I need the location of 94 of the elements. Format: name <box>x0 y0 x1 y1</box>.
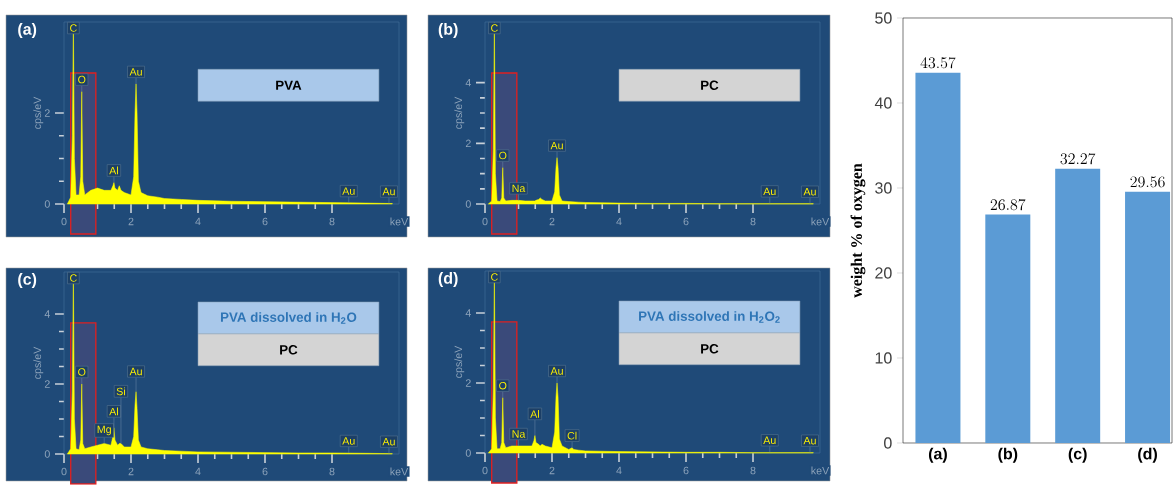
annotation: Au <box>382 438 395 446</box>
x-tick-label: 0 <box>482 466 488 475</box>
x-tick-label: 0 <box>482 217 488 226</box>
x-tick-label: 0 <box>61 467 67 476</box>
y-tick-label: 30 <box>875 182 892 194</box>
chart-title: (c) <box>18 273 37 289</box>
y-axis-title: cps/eV <box>33 96 44 130</box>
x-tick-label: 2 <box>128 217 134 226</box>
x-tick-label: 4 <box>616 466 622 475</box>
x-tick-label: 8 <box>750 217 756 226</box>
data-label: 32.27 <box>1060 153 1096 165</box>
y-tick-label: 20 <box>875 267 892 279</box>
annotation: C <box>70 24 77 32</box>
y-tick-label: 4 <box>44 310 50 318</box>
annotation: Au <box>763 187 776 196</box>
y-tick-label: 0 <box>884 437 892 449</box>
annotation: O <box>78 368 86 376</box>
x-tick-label: (c) <box>1068 447 1087 463</box>
x-axis-title: keV <box>390 217 409 226</box>
y-axis-title: cps/eV <box>454 96 465 130</box>
y-tick-label: 0 <box>44 200 50 208</box>
y-axis-title: weight % of oxygen <box>850 163 866 298</box>
y-tick-label: 2 <box>44 380 50 388</box>
chart-title: (a) <box>18 23 37 39</box>
annotation: Al <box>109 407 118 416</box>
y-tick-label: 2 <box>465 139 471 148</box>
annotation: PC <box>280 345 298 355</box>
x-tick-label: 8 <box>750 466 756 475</box>
x-axis-title: keV <box>390 467 409 476</box>
annotation: PVA dissolved in H$_{2}$O <box>220 312 357 324</box>
annotation: PVA <box>276 80 302 90</box>
x-tick-label: 2 <box>549 466 555 475</box>
annotation: PVA dissolved in H$_{2}$O$_{2}$ <box>639 311 780 323</box>
y-axis-title: cps/eV <box>454 345 465 379</box>
data-label: 43.57 <box>920 57 956 69</box>
x-tick-label: 6 <box>262 467 268 476</box>
y-tick-label: 10 <box>875 352 892 364</box>
x-tick-label: 2 <box>128 467 134 476</box>
y-tick-label: 2 <box>44 109 50 117</box>
annotation: Cl <box>567 431 577 440</box>
x-tick-label: (b) <box>998 447 1018 463</box>
x-axis-title: keV <box>811 466 830 475</box>
y-tick-label: 50 <box>875 12 892 24</box>
annotation: Au <box>803 188 816 196</box>
bar <box>1055 168 1101 444</box>
annotation: Si <box>116 387 125 396</box>
annotation: PC <box>701 80 719 91</box>
x-axis-title: keV <box>811 217 830 226</box>
x-tick-label: 8 <box>329 217 335 226</box>
annotation: Au <box>382 188 395 196</box>
data-label: 29.56 <box>1130 176 1165 188</box>
annotation: Na <box>512 184 526 193</box>
x-tick-label: 8 <box>329 467 335 476</box>
annotation: Al <box>109 166 118 175</box>
annotation: Na <box>512 430 526 438</box>
bar <box>985 214 1031 444</box>
annotation: Au <box>129 68 142 76</box>
annotation: PC <box>701 344 719 354</box>
y-axis-title: cps/eV <box>33 346 44 380</box>
annotation: Al <box>530 410 539 418</box>
bar <box>1125 191 1171 444</box>
annotation: C <box>491 273 498 281</box>
annotation: Au <box>129 367 142 376</box>
x-tick-label: 2 <box>549 217 555 226</box>
x-tick-label: 0 <box>61 217 67 226</box>
chart-title: (d) <box>438 272 458 288</box>
annotation: Au <box>550 367 563 375</box>
bar <box>915 72 961 444</box>
annotation: Au <box>763 436 776 445</box>
data-label: 26.87 <box>990 199 1026 211</box>
y-tick-label: 4 <box>465 79 471 87</box>
y-tick-label: 4 <box>465 309 471 317</box>
annotation: Au <box>342 187 355 195</box>
y-tick-label: 2 <box>465 379 471 387</box>
annotation: Au <box>803 437 816 445</box>
annotation: O <box>499 382 507 390</box>
annotation: O <box>499 151 507 160</box>
y-tick-label: 0 <box>465 200 471 208</box>
annotation: Au <box>342 437 355 445</box>
annotation: Mg <box>97 425 111 436</box>
x-tick-label: 6 <box>683 217 689 226</box>
x-tick-label: 6 <box>262 217 268 226</box>
x-tick-label: (d) <box>1138 447 1157 463</box>
x-tick-label: 4 <box>616 217 622 226</box>
annotation: Au <box>550 142 563 150</box>
x-tick-label: (a) <box>928 447 947 463</box>
x-tick-label: 4 <box>195 467 201 476</box>
y-tick-label: 40 <box>874 97 892 109</box>
annotation: C <box>491 24 498 32</box>
annotation: O <box>78 75 86 84</box>
annotation: C <box>70 274 77 282</box>
chart-title: (b) <box>438 23 458 39</box>
x-tick-label: 4 <box>195 217 201 226</box>
x-tick-label: 6 <box>683 466 689 475</box>
